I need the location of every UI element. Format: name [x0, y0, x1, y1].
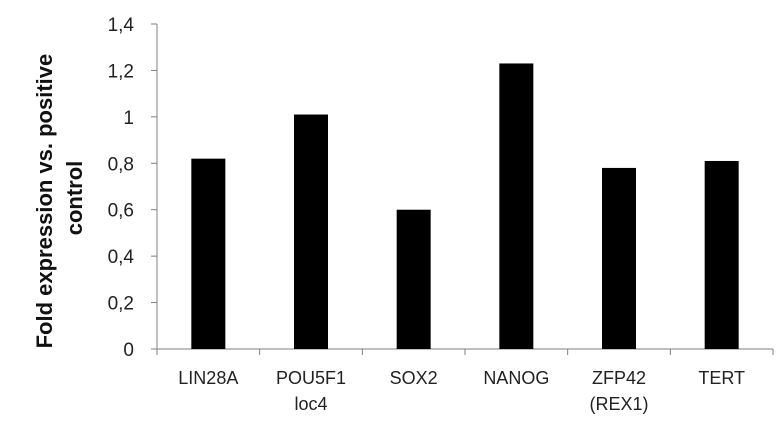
x-tick-label: SOX2	[390, 368, 438, 388]
y-axis-title-line-2: control	[62, 161, 87, 236]
bar	[191, 158, 226, 349]
bar	[396, 209, 431, 349]
x-tick-label: POU5F1 loc4	[276, 368, 346, 414]
y-tick-label: 0,2	[108, 294, 134, 315]
x-tick-label: TERT	[698, 368, 745, 388]
y-tick-label: 1,4	[108, 15, 135, 36]
y-axis-title: Fold expression vs. positive control	[32, 48, 87, 349]
y-axis-title-line-1: Fold expression vs. positive	[32, 54, 57, 349]
bar	[704, 160, 739, 349]
y-tick-label: 0,4	[108, 247, 135, 268]
x-axis	[156, 348, 774, 355]
x-tick-label: NANOG	[483, 368, 549, 388]
bar	[294, 114, 328, 350]
x-tick-label: LIN28A	[178, 368, 238, 388]
y-tick-label: 1,2	[108, 61, 134, 82]
x-axis-labels: LIN28A POU5F1 loc4 SOX2 NANOG ZFP42 (REX1) TERT	[178, 368, 745, 414]
y-tick-label: 0,6	[108, 201, 134, 222]
x-tick-label: ZFP42 (REX1)	[589, 368, 648, 414]
y-tick-label: 1	[123, 108, 134, 129]
bars	[191, 63, 739, 350]
y-axis: 0 0,2 0,4 0,6 0,8 1 1,2 1,4	[108, 15, 158, 361]
y-tick-label: 0,8	[108, 154, 134, 175]
bar	[602, 167, 636, 349]
bar	[499, 63, 534, 349]
y-tick-label: 0	[123, 340, 134, 361]
